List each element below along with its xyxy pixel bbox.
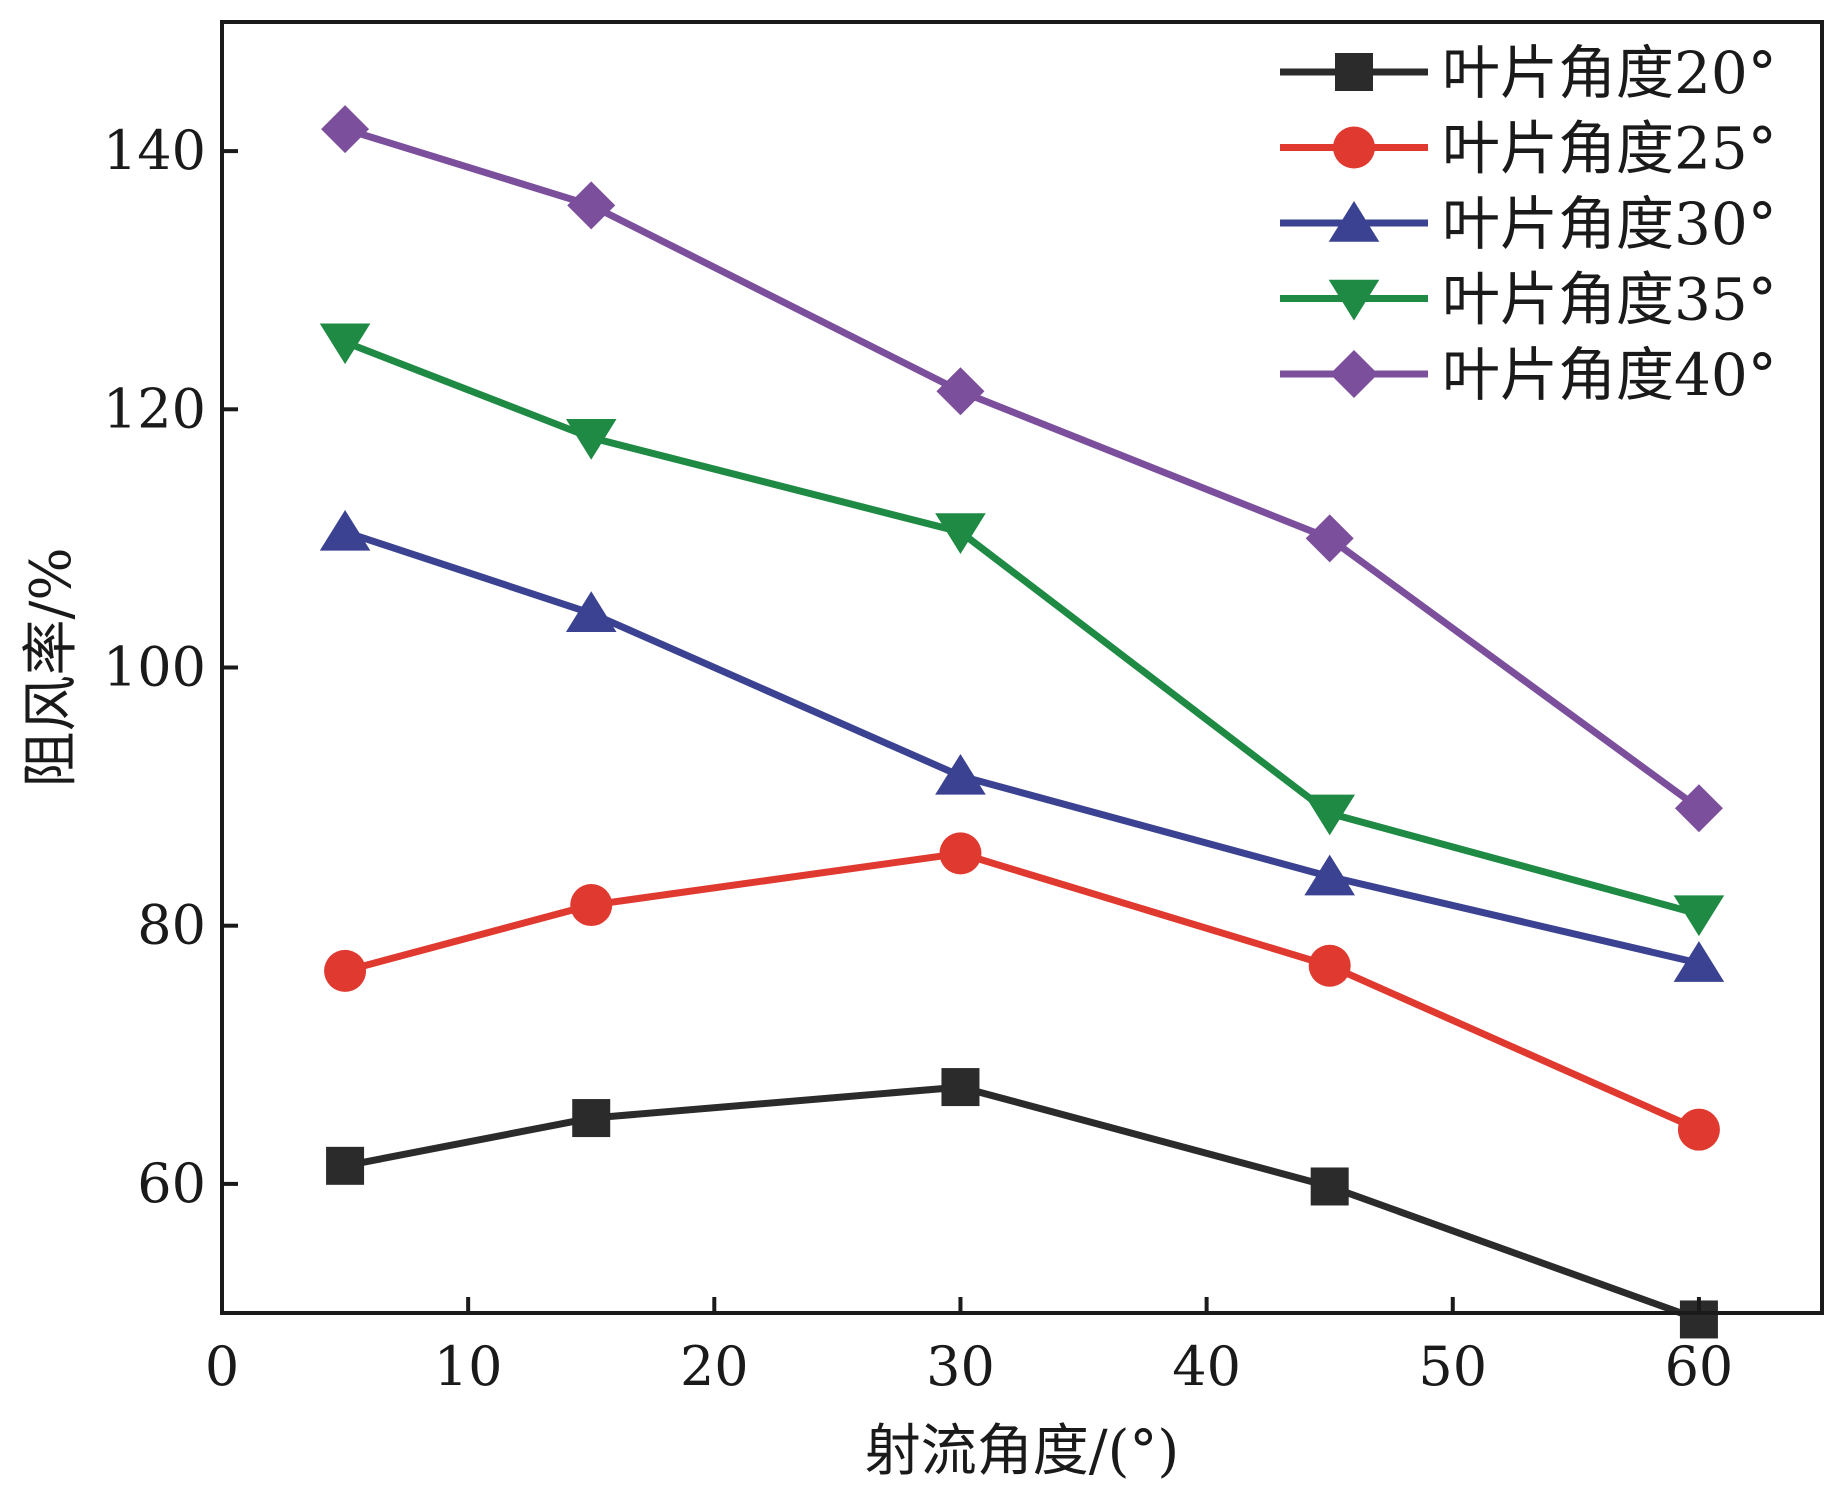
legend-marker bbox=[1328, 279, 1380, 321]
series-5-point bbox=[936, 367, 985, 416]
series-5-point bbox=[321, 105, 370, 154]
series-3-point bbox=[935, 753, 986, 795]
series-2 bbox=[324, 832, 1720, 1151]
x-tick-label: 0 bbox=[205, 1335, 239, 1398]
series-2-point bbox=[1677, 1108, 1720, 1151]
legend-label: 叶片角度35° bbox=[1442, 266, 1777, 334]
x-tick-label: 60 bbox=[1665, 1335, 1734, 1398]
legend: 叶片角度20° 叶片角度25° 叶片角度30° 叶片角度35° 叶片角度40° bbox=[1280, 39, 1777, 409]
series-1-point bbox=[1310, 1167, 1349, 1206]
series-4-point bbox=[565, 419, 617, 460]
series-3-point bbox=[1673, 941, 1725, 982]
series-3 bbox=[319, 509, 1725, 982]
y-tick-label: 100 bbox=[103, 636, 206, 699]
legend-marker bbox=[1330, 350, 1378, 398]
x-tick-label: 10 bbox=[434, 1335, 503, 1398]
series-1 bbox=[326, 1068, 1718, 1339]
series-1-point bbox=[326, 1146, 365, 1185]
series-2-point bbox=[1308, 944, 1351, 987]
legend-item: 叶片角度35° bbox=[1280, 266, 1777, 334]
x-axis: 0 10 20 30 40 50 60 bbox=[205, 1297, 1733, 1398]
legend-label: 叶片角度20° bbox=[1442, 39, 1777, 107]
series-5-point bbox=[1674, 784, 1723, 833]
legend-item: 叶片角度20° bbox=[1280, 39, 1777, 107]
series-3-point bbox=[319, 509, 371, 551]
y-axis: 60 80 100 120 140 bbox=[103, 119, 238, 1215]
x-tick-label: 50 bbox=[1418, 1335, 1487, 1398]
legend-label: 叶片角度40° bbox=[1442, 341, 1777, 409]
legend-item: 叶片角度25° bbox=[1280, 115, 1777, 183]
legend-marker bbox=[1333, 126, 1375, 169]
x-tick-label: 40 bbox=[1172, 1335, 1241, 1398]
series-3-point bbox=[565, 591, 617, 632]
y-tick-label: 60 bbox=[137, 1152, 206, 1215]
y-tick-label: 120 bbox=[103, 377, 206, 440]
series-5 bbox=[321, 105, 1723, 833]
y-tick-label: 140 bbox=[103, 119, 206, 182]
x-axis-title: 射流角度/(°) bbox=[865, 1419, 1180, 1484]
series-2-point bbox=[324, 949, 367, 992]
series-3-point bbox=[1304, 854, 1355, 896]
series-1-point bbox=[572, 1099, 611, 1138]
series-4-point bbox=[319, 323, 371, 365]
series-5-point bbox=[567, 181, 616, 230]
y-axis-title: 阻风率/% bbox=[19, 547, 84, 787]
x-tick-label: 20 bbox=[680, 1335, 749, 1398]
series-4-point bbox=[1673, 895, 1725, 937]
x-tick-label: 30 bbox=[926, 1335, 995, 1398]
series-2-point bbox=[570, 884, 613, 927]
legend-label: 叶片角度25° bbox=[1442, 115, 1777, 183]
legend-label: 叶片角度30° bbox=[1442, 190, 1777, 258]
series-1-point bbox=[941, 1068, 980, 1107]
series-layer bbox=[319, 105, 1725, 1339]
legend-marker bbox=[1335, 53, 1373, 91]
legend-item: 叶片角度30° bbox=[1280, 190, 1777, 258]
series-4 bbox=[319, 323, 1725, 937]
series-4-point bbox=[935, 513, 986, 554]
y-tick-label: 80 bbox=[137, 894, 206, 957]
series-4-point bbox=[1304, 794, 1355, 836]
legend-marker bbox=[1328, 201, 1380, 242]
series-5-point bbox=[1305, 514, 1354, 563]
legend-item: 叶片角度40° bbox=[1280, 341, 1777, 409]
series-2-point bbox=[939, 832, 982, 875]
